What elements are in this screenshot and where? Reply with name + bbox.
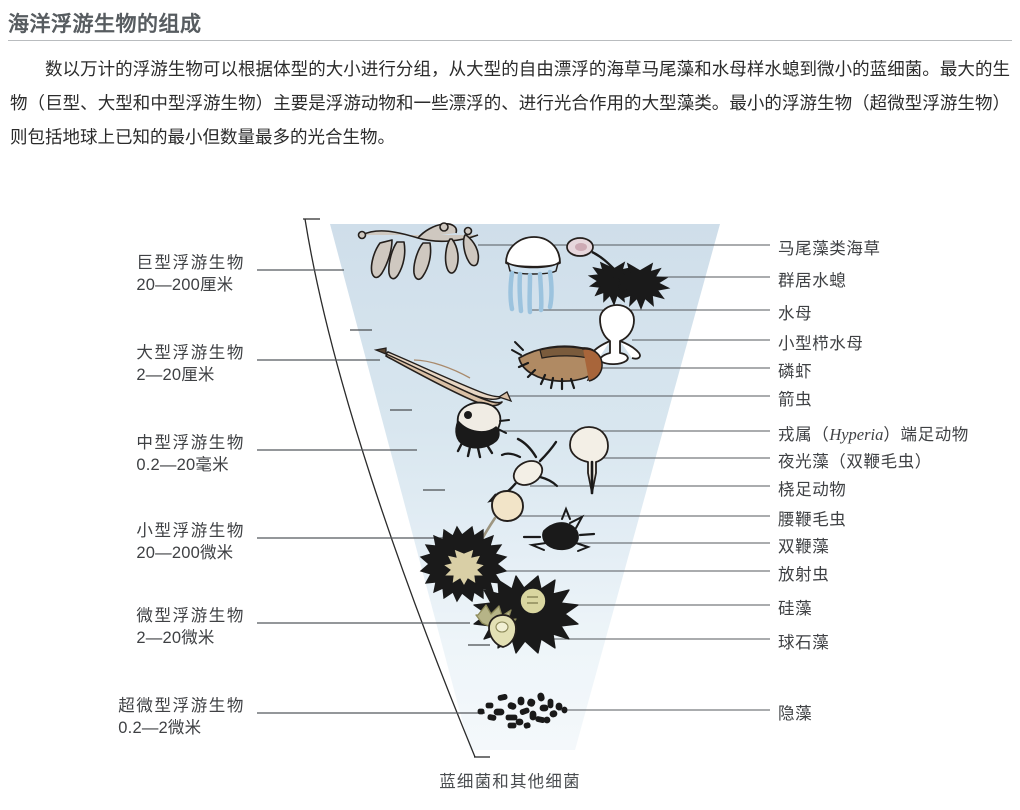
page-title: 海洋浮游生物的组成 [8,13,202,36]
organism-label-siphonophore: 群居水螅 [778,272,847,290]
jellyfish-icon [505,236,561,315]
siphonophore-icon [566,237,671,311]
organism-label-ciliate: 腰鞭毛虫 [778,511,847,529]
organism-label-jellyfish: 水母 [778,305,813,323]
intro-paragraph: 数以万计的浮游生物可以根据体型的大小进行分组，从大型的自由漂浮的海草马尾藻和水母… [10,59,1010,147]
noctiluca-icon [569,426,609,495]
bacteria-cluster-icon [477,692,568,729]
size-class-microplankton: 小型浮游生物 20—200微米 [136,520,245,564]
size-class-name: 中型浮游生物 [136,434,245,452]
amphipod-genus-italic: Hyperia [829,425,884,444]
size-class-name: 巨型浮游生物 [136,254,245,272]
organism-label-noctiluca: 夜光藻（双鞭毛虫） [778,453,932,471]
size-class-macroplankton: 大型浮游生物 2—20厘米 [136,342,245,386]
size-class-range: 20—200微米 [136,544,234,562]
organism-label-diatom: 硅藻 [778,600,813,618]
size-class-leader-lines [257,269,485,714]
size-class-range: 20—200厘米 [136,276,234,294]
arrow-worm-icon [373,347,513,407]
size-class-name: 微型浮游生物 [136,607,245,625]
coccolithophore-icon [475,604,517,648]
size-scale-axis [304,218,476,758]
size-class-picoplankton: 超微型浮游生物 0.2—2微米 [118,695,245,739]
size-class-range: 2—20微米 [136,629,215,647]
krill-icon [511,341,603,391]
organism-label-coccolithophore: 球石藻 [778,634,830,652]
organism-label-radiolarian: 放射虫 [778,566,830,584]
organism-label-krill: 磷虾 [778,363,813,381]
organism-label-amphipod: 戎属（Hyperia）端足动物 [778,421,969,445]
plankton-size-diagram: 巨型浮游生物 20—200厘米 大型浮游生物 2—20厘米 中型浮游生物 0.2… [0,205,1020,810]
size-class-range: 0.2—2微米 [118,719,202,737]
radiolarian-icon [419,525,508,603]
amphipod-icon [455,401,510,459]
organism-label-comb-jelly: 小型栉水母 [778,335,864,353]
size-class-nanoplankton: 微型浮游生物 2—20微米 [136,605,245,649]
size-class-name: 超微型浮游生物 [118,697,245,715]
size-class-range: 0.2—20毫米 [136,456,229,474]
organism-label-sargassum: 马尾藻类海草 [778,240,881,258]
axis-ticks [350,329,490,646]
size-class-name: 大型浮游生物 [136,344,245,362]
comb-jelly-icon [590,304,641,366]
size-class-name: 小型浮游生物 [136,522,245,540]
organism-label-copepod: 桡足动物 [778,481,847,499]
diagram-graphics [257,218,770,758]
size-class-mesoplankton: 中型浮游生物 0.2—20毫米 [136,432,245,476]
size-class-range: 2—20厘米 [136,366,215,384]
dinoflagellate-icon [522,506,596,552]
title-divider [8,40,1012,41]
amphipod-label-suffix: ）端足动物 [883,426,969,444]
organism-label-cryptophyte: 隐藻 [778,705,813,723]
funnel-shape [330,224,720,750]
organism-label-dinoflagellate: 双鞭藻 [778,538,830,556]
size-class-megaplankton: 巨型浮游生物 20—200厘米 [136,252,245,296]
organism-leader-lines [478,244,770,711]
organism-label-arrow-worm: 箭虫 [778,391,813,409]
amphipod-label-prefix: 戎属（ [778,426,830,444]
sargassum-seaweed-icon [357,222,480,281]
diagram-caption: 蓝细菌和其他细菌 [439,773,581,791]
